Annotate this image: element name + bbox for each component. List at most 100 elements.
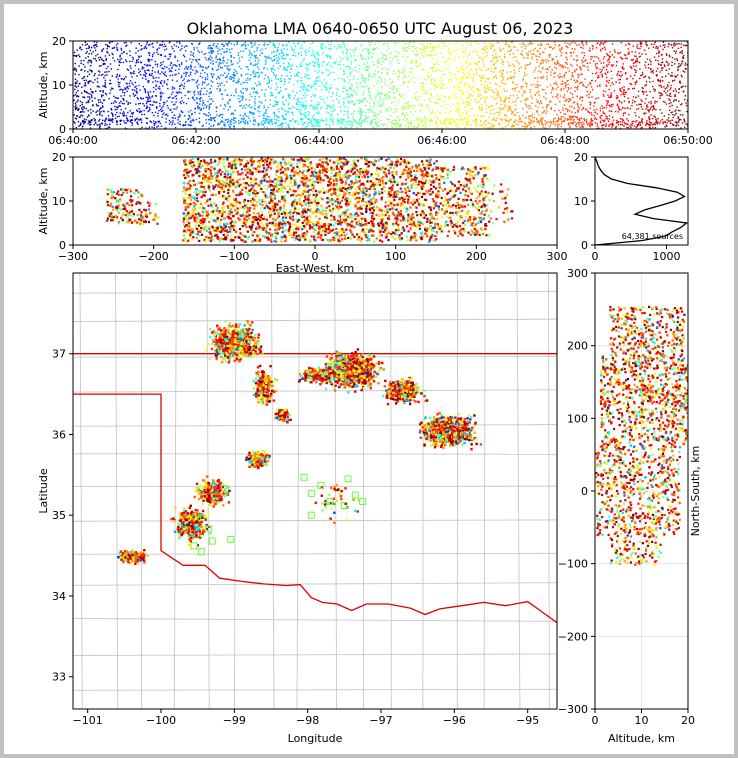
time-height-point: [557, 61, 559, 63]
time-height-point: [406, 50, 409, 52]
time-height-point: [449, 119, 451, 121]
time-height-point: [74, 83, 77, 85]
time-height-point: [110, 108, 112, 110]
time-height-point: [437, 124, 439, 126]
time-height-point: [201, 66, 203, 68]
time-height-point: [143, 67, 145, 69]
time-height-point: [109, 126, 111, 128]
time-height-point: [645, 66, 647, 69]
time-height-point: [289, 71, 291, 73]
time-height-point: [85, 52, 87, 54]
time-height-point: [253, 76, 255, 78]
time-height-point: [109, 123, 111, 125]
time-height-point: [254, 44, 256, 46]
time-height-point: [330, 41, 332, 43]
time-height-point: [641, 90, 643, 92]
time-height-point: [503, 104, 505, 106]
time-height-point: [516, 94, 518, 96]
time-height-point: [307, 114, 310, 116]
time-height-point: [588, 111, 590, 114]
time-height-point: [196, 97, 198, 99]
time-height-point: [467, 77, 470, 79]
time-height-point: [202, 82, 204, 84]
time-height-point: [187, 79, 190, 81]
time-height-point: [350, 63, 352, 65]
time-height-point: [308, 50, 310, 52]
time-height-point: [671, 47, 674, 49]
time-height-point: [366, 100, 369, 102]
time-height-point: [351, 93, 353, 95]
time-height-point: [492, 45, 494, 48]
time-height-point: [267, 118, 269, 120]
time-height-point: [492, 58, 495, 60]
time-height-point: [204, 67, 207, 69]
time-height-point: [623, 100, 626, 102]
time-height-point: [266, 43, 268, 46]
time-height-point: [636, 46, 638, 48]
time-height-point: [568, 125, 571, 127]
time-height-point: [670, 102, 672, 104]
time-height-point: [561, 64, 563, 67]
time-height-point: [77, 109, 79, 112]
time-height-point: [304, 115, 307, 117]
time-height-point: [479, 94, 482, 96]
time-height-point: [567, 79, 569, 82]
time-height-point: [530, 95, 532, 97]
time-height-point: [85, 79, 87, 81]
time-height-point: [201, 51, 203, 53]
time-height-point: [119, 89, 121, 91]
time-height-point: [397, 41, 400, 44]
time-height-point: [596, 62, 598, 65]
time-height-point: [648, 111, 650, 113]
time-height-point: [135, 103, 137, 105]
time-height-point: [583, 60, 585, 62]
time-height-point: [112, 53, 114, 56]
time-height-point: [525, 64, 527, 67]
time-height-point: [622, 63, 624, 65]
time-height-point: [440, 112, 442, 114]
time-height-point: [419, 57, 421, 59]
time-height-point: [203, 107, 205, 109]
time-height-point: [86, 43, 88, 45]
time-height-point: [76, 101, 78, 103]
time-height-point: [629, 108, 631, 110]
time-height-point: [507, 107, 510, 109]
time-height-point: [667, 120, 670, 122]
time-height-point: [436, 46, 438, 48]
time-height-point: [74, 73, 76, 75]
time-height-point: [75, 69, 78, 71]
time-height-point: [159, 65, 162, 67]
time-height-point: [522, 78, 524, 80]
time-height-point: [601, 73, 603, 75]
time-height-point: [355, 47, 357, 49]
time-height-point: [301, 118, 303, 120]
time-height-point: [448, 95, 450, 98]
time-height-point: [442, 74, 444, 76]
time-height-point: [81, 107, 83, 110]
time-height-point: [502, 47, 505, 50]
time-height-point: [627, 48, 629, 50]
time-height-point: [83, 111, 85, 113]
time-height-point: [74, 94, 77, 96]
time-height-point: [106, 74, 108, 76]
time-height-point: [204, 104, 206, 106]
time-height-point: [437, 69, 439, 71]
time-height-point: [379, 103, 382, 105]
time-height-point: [472, 79, 474, 81]
time-height-point: [305, 49, 307, 51]
time-height-point: [450, 58, 452, 60]
time-height-point: [426, 118, 428, 120]
time-height-point: [100, 74, 103, 76]
time-height-point: [212, 60, 214, 62]
time-height-point: [212, 117, 215, 119]
time-height-point: [350, 124, 352, 126]
time-height-point: [152, 101, 155, 103]
time-height-point: [84, 41, 87, 43]
time-height-point: [543, 60, 545, 62]
time-height-point: [182, 111, 184, 114]
time-height-point: [222, 59, 224, 62]
time-height-point: [172, 64, 174, 66]
time-height-point: [405, 76, 407, 78]
time-height-point: [216, 58, 219, 61]
time-height-point: [448, 97, 450, 99]
